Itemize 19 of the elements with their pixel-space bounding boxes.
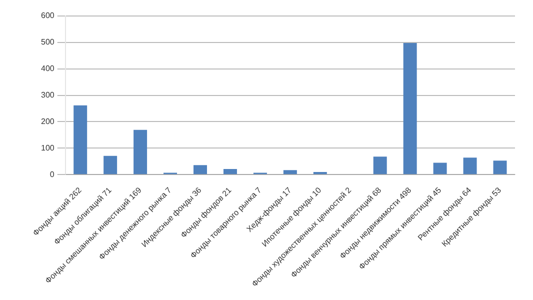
y-tick-label: 400	[40, 64, 55, 74]
y-tick-label: 300	[40, 90, 55, 100]
bar	[403, 42, 417, 174]
y-tick-label: 200	[40, 116, 55, 126]
bar	[134, 130, 148, 174]
bar	[283, 170, 297, 174]
y-tick-label: 600	[40, 11, 55, 20]
bar	[104, 156, 118, 174]
bar	[313, 172, 327, 174]
bar	[74, 105, 88, 174]
bar	[373, 156, 387, 174]
bar	[433, 162, 447, 174]
bar	[223, 169, 237, 174]
bar	[194, 165, 207, 174]
y-tick-label: 100	[40, 143, 55, 152]
y-tick-label: 500	[40, 38, 55, 47]
bar	[493, 160, 507, 174]
bar	[463, 158, 477, 174]
y-tick-label: 0	[50, 170, 55, 179]
